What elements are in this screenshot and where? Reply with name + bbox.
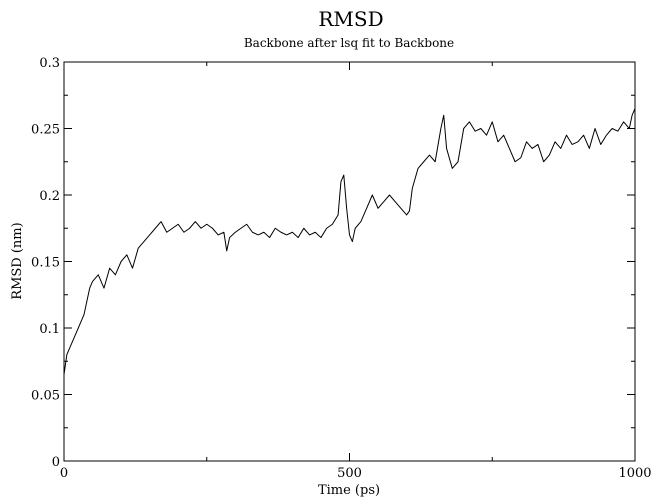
y-axis-label: RMSD (nm): [10, 222, 25, 299]
y-tick-label: 0: [52, 455, 60, 470]
axis-tick-labels: 0 500 1000 0 0.05 0.1 0.15 0.2 0.25 0.3: [31, 56, 652, 481]
rmsd-series-line: [63, 108, 636, 375]
y-tick-label: 0.3: [39, 56, 60, 71]
axis-ticks: [63, 61, 636, 462]
y-tick-label: 0.1: [39, 322, 60, 337]
y-tick-label: 0.2: [39, 189, 60, 204]
y-tick-label: 0.05: [31, 389, 60, 404]
y-tick-label: 0.15: [31, 256, 60, 271]
chart-subtitle: Backbone after lsq fit to Backbone: [244, 36, 454, 50]
chart-title: RMSD: [318, 7, 383, 31]
x-tick-label: 500: [337, 466, 362, 481]
y-tick-label: 0.25: [31, 123, 60, 138]
x-tick-label: 0: [60, 466, 68, 481]
x-axis-label: Time (ps): [318, 483, 380, 498]
plot-frame: [63, 61, 636, 462]
x-tick-label: 1000: [618, 466, 651, 481]
